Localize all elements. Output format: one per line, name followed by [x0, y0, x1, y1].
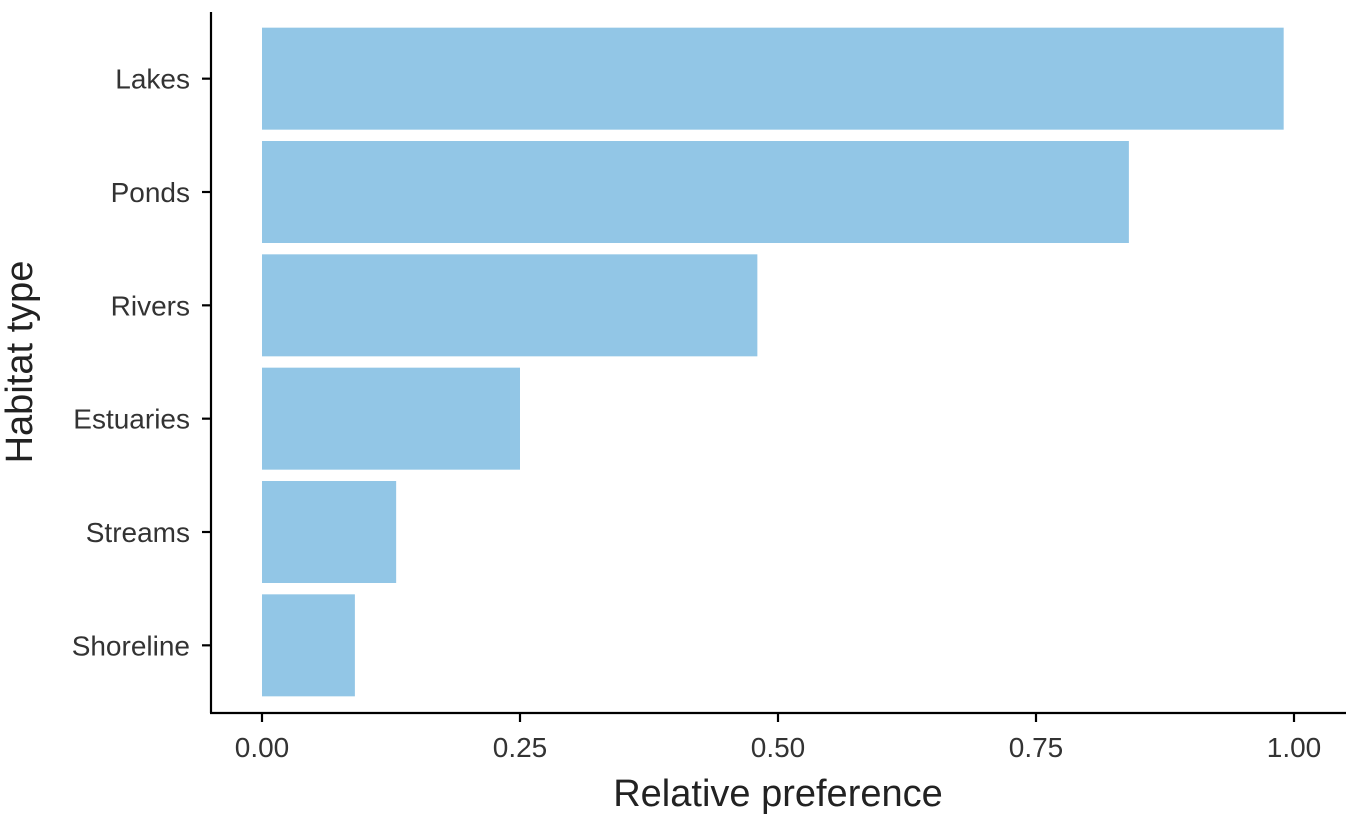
bar-series: [262, 27, 1284, 697]
x-tick-label: 0.50: [751, 732, 806, 763]
bar-ponds: [262, 141, 1129, 243]
x-axis-title: Relative preference: [613, 773, 943, 815]
x-tick-label: 0.75: [1009, 732, 1064, 763]
y-tick-label: Ponds: [111, 177, 190, 208]
x-axis-ticks: 0.00 0.25 0.50 0.75 1.00: [235, 713, 1322, 763]
y-axis-ticks: Lakes Ponds Rivers Estuaries Streams Shorelin…: [72, 64, 211, 661]
y-axis-title: Habitat type: [0, 261, 41, 464]
x-tick-label: 0.25: [493, 732, 548, 763]
bar-estuaries: [262, 367, 520, 470]
bar-streams: [262, 481, 397, 583]
y-tick-label: Estuaries: [73, 404, 190, 435]
x-tick-label: 0.00: [235, 732, 290, 763]
y-tick-label: Shoreline: [72, 630, 190, 661]
y-tick-label: Rivers: [111, 290, 190, 321]
y-tick-label: Lakes: [115, 64, 190, 95]
x-tick-label: 1.00: [1267, 732, 1322, 763]
bar-rivers: [262, 254, 758, 357]
bar-shoreline: [262, 594, 355, 697]
bar-lakes: [262, 27, 1284, 130]
y-tick-label: Streams: [86, 517, 190, 548]
